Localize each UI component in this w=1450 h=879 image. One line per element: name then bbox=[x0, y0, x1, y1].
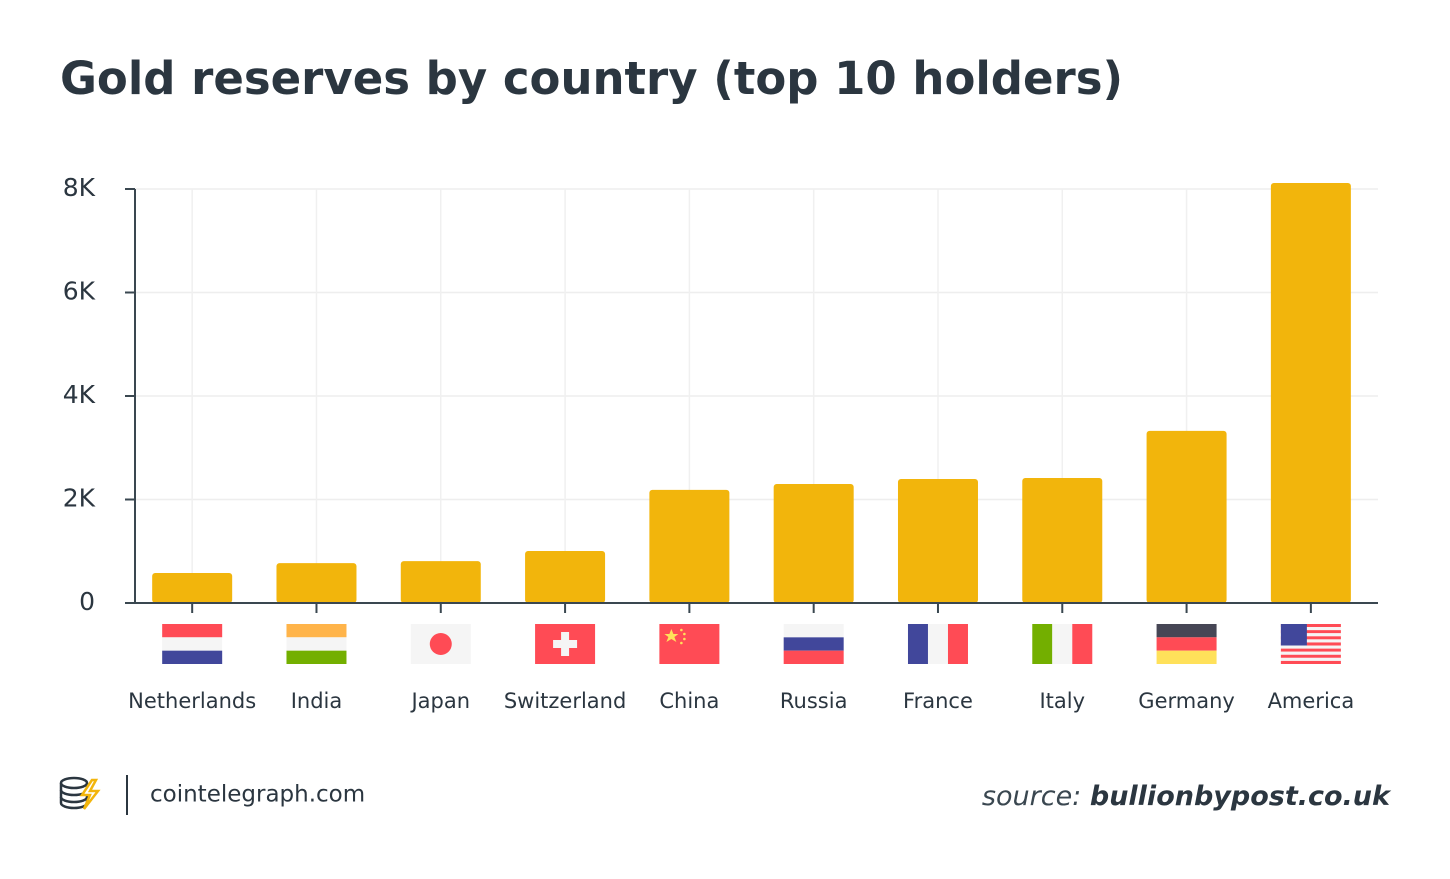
flag-part bbox=[286, 624, 347, 638]
chart-title: Gold reserves by country (top 10 holders… bbox=[60, 52, 1123, 105]
flag-part bbox=[1156, 650, 1217, 664]
bar bbox=[1146, 430, 1227, 603]
flag bbox=[907, 624, 968, 664]
flag-part bbox=[286, 650, 347, 664]
flag-part bbox=[1052, 624, 1073, 664]
x-tick-label: Russia bbox=[780, 689, 848, 713]
bar bbox=[400, 561, 481, 603]
flag-part bbox=[1280, 624, 1341, 628]
flag bbox=[659, 624, 720, 664]
flag-part bbox=[1032, 624, 1053, 664]
source-label: source: bbox=[982, 781, 1081, 812]
bar bbox=[1022, 478, 1103, 603]
flag-part bbox=[659, 624, 720, 664]
x-tick-label: France bbox=[903, 689, 973, 713]
flag bbox=[1280, 624, 1341, 664]
flag-part bbox=[162, 650, 223, 664]
flag-part bbox=[1280, 657, 1341, 661]
flag-part bbox=[553, 640, 578, 648]
bar bbox=[773, 483, 854, 603]
flag-part bbox=[1280, 639, 1341, 643]
flag bbox=[535, 624, 596, 664]
flag-part bbox=[927, 624, 948, 664]
flag-part bbox=[1280, 642, 1341, 646]
flag-part bbox=[1156, 624, 1217, 638]
flag-part bbox=[783, 624, 844, 638]
flag-part bbox=[664, 629, 679, 642]
flag-part bbox=[1072, 624, 1093, 664]
flag-part bbox=[1280, 645, 1341, 649]
y-tick-label: 6K bbox=[63, 277, 96, 306]
flag-part bbox=[286, 637, 347, 651]
flag-part bbox=[1280, 633, 1341, 637]
x-tick-label: Netherlands bbox=[128, 689, 256, 713]
bar bbox=[525, 550, 606, 603]
y-tick-label: 2K bbox=[63, 484, 96, 513]
flag-part bbox=[1156, 637, 1217, 651]
logo bbox=[59, 776, 101, 810]
bar bbox=[897, 479, 978, 603]
flag-part bbox=[1280, 648, 1341, 652]
bar bbox=[1270, 183, 1351, 603]
x-tick-label: Germany bbox=[1138, 689, 1235, 713]
flag-part bbox=[1280, 651, 1341, 655]
flag bbox=[783, 624, 844, 664]
source-name: bullionbypost.co.uk bbox=[1090, 781, 1392, 812]
x-tick-label: America bbox=[1268, 689, 1355, 713]
flag-part bbox=[1280, 654, 1341, 658]
flag-part bbox=[907, 624, 928, 664]
flag-part bbox=[1280, 627, 1341, 631]
flag-part bbox=[680, 641, 683, 645]
flag bbox=[1032, 624, 1093, 664]
flag-part bbox=[680, 628, 683, 632]
y-tick-label: 0 bbox=[79, 587, 95, 616]
bar bbox=[649, 489, 730, 603]
flag-part bbox=[947, 624, 968, 664]
flag-part bbox=[1280, 624, 1307, 646]
flag bbox=[1156, 624, 1217, 664]
flag-part bbox=[429, 633, 452, 655]
y-tick-label: 4K bbox=[63, 380, 96, 409]
flag-part bbox=[1280, 660, 1341, 664]
source: source: bullionbypost.co.uk bbox=[982, 781, 1392, 812]
flag-part bbox=[783, 650, 844, 664]
site-name: cointelegraph.com bbox=[150, 782, 365, 808]
x-tick-label: China bbox=[659, 689, 719, 713]
flag-part bbox=[162, 624, 223, 638]
x-tick-label: Switzerland bbox=[504, 689, 627, 713]
bar bbox=[152, 572, 233, 603]
x-tick-label: Japan bbox=[409, 689, 470, 713]
bar bbox=[276, 563, 357, 603]
flag bbox=[286, 624, 347, 664]
flag-part bbox=[1280, 636, 1341, 640]
x-tick-label: Italy bbox=[1039, 689, 1085, 713]
flag bbox=[162, 624, 223, 664]
flag-part bbox=[683, 632, 686, 636]
flag-part bbox=[683, 637, 686, 641]
x-tick-label: India bbox=[291, 689, 343, 713]
flag-part bbox=[783, 637, 844, 651]
flag bbox=[410, 624, 471, 664]
flag-part bbox=[162, 637, 223, 651]
flag-part bbox=[1280, 630, 1341, 634]
y-tick-label: 8K bbox=[63, 173, 96, 202]
